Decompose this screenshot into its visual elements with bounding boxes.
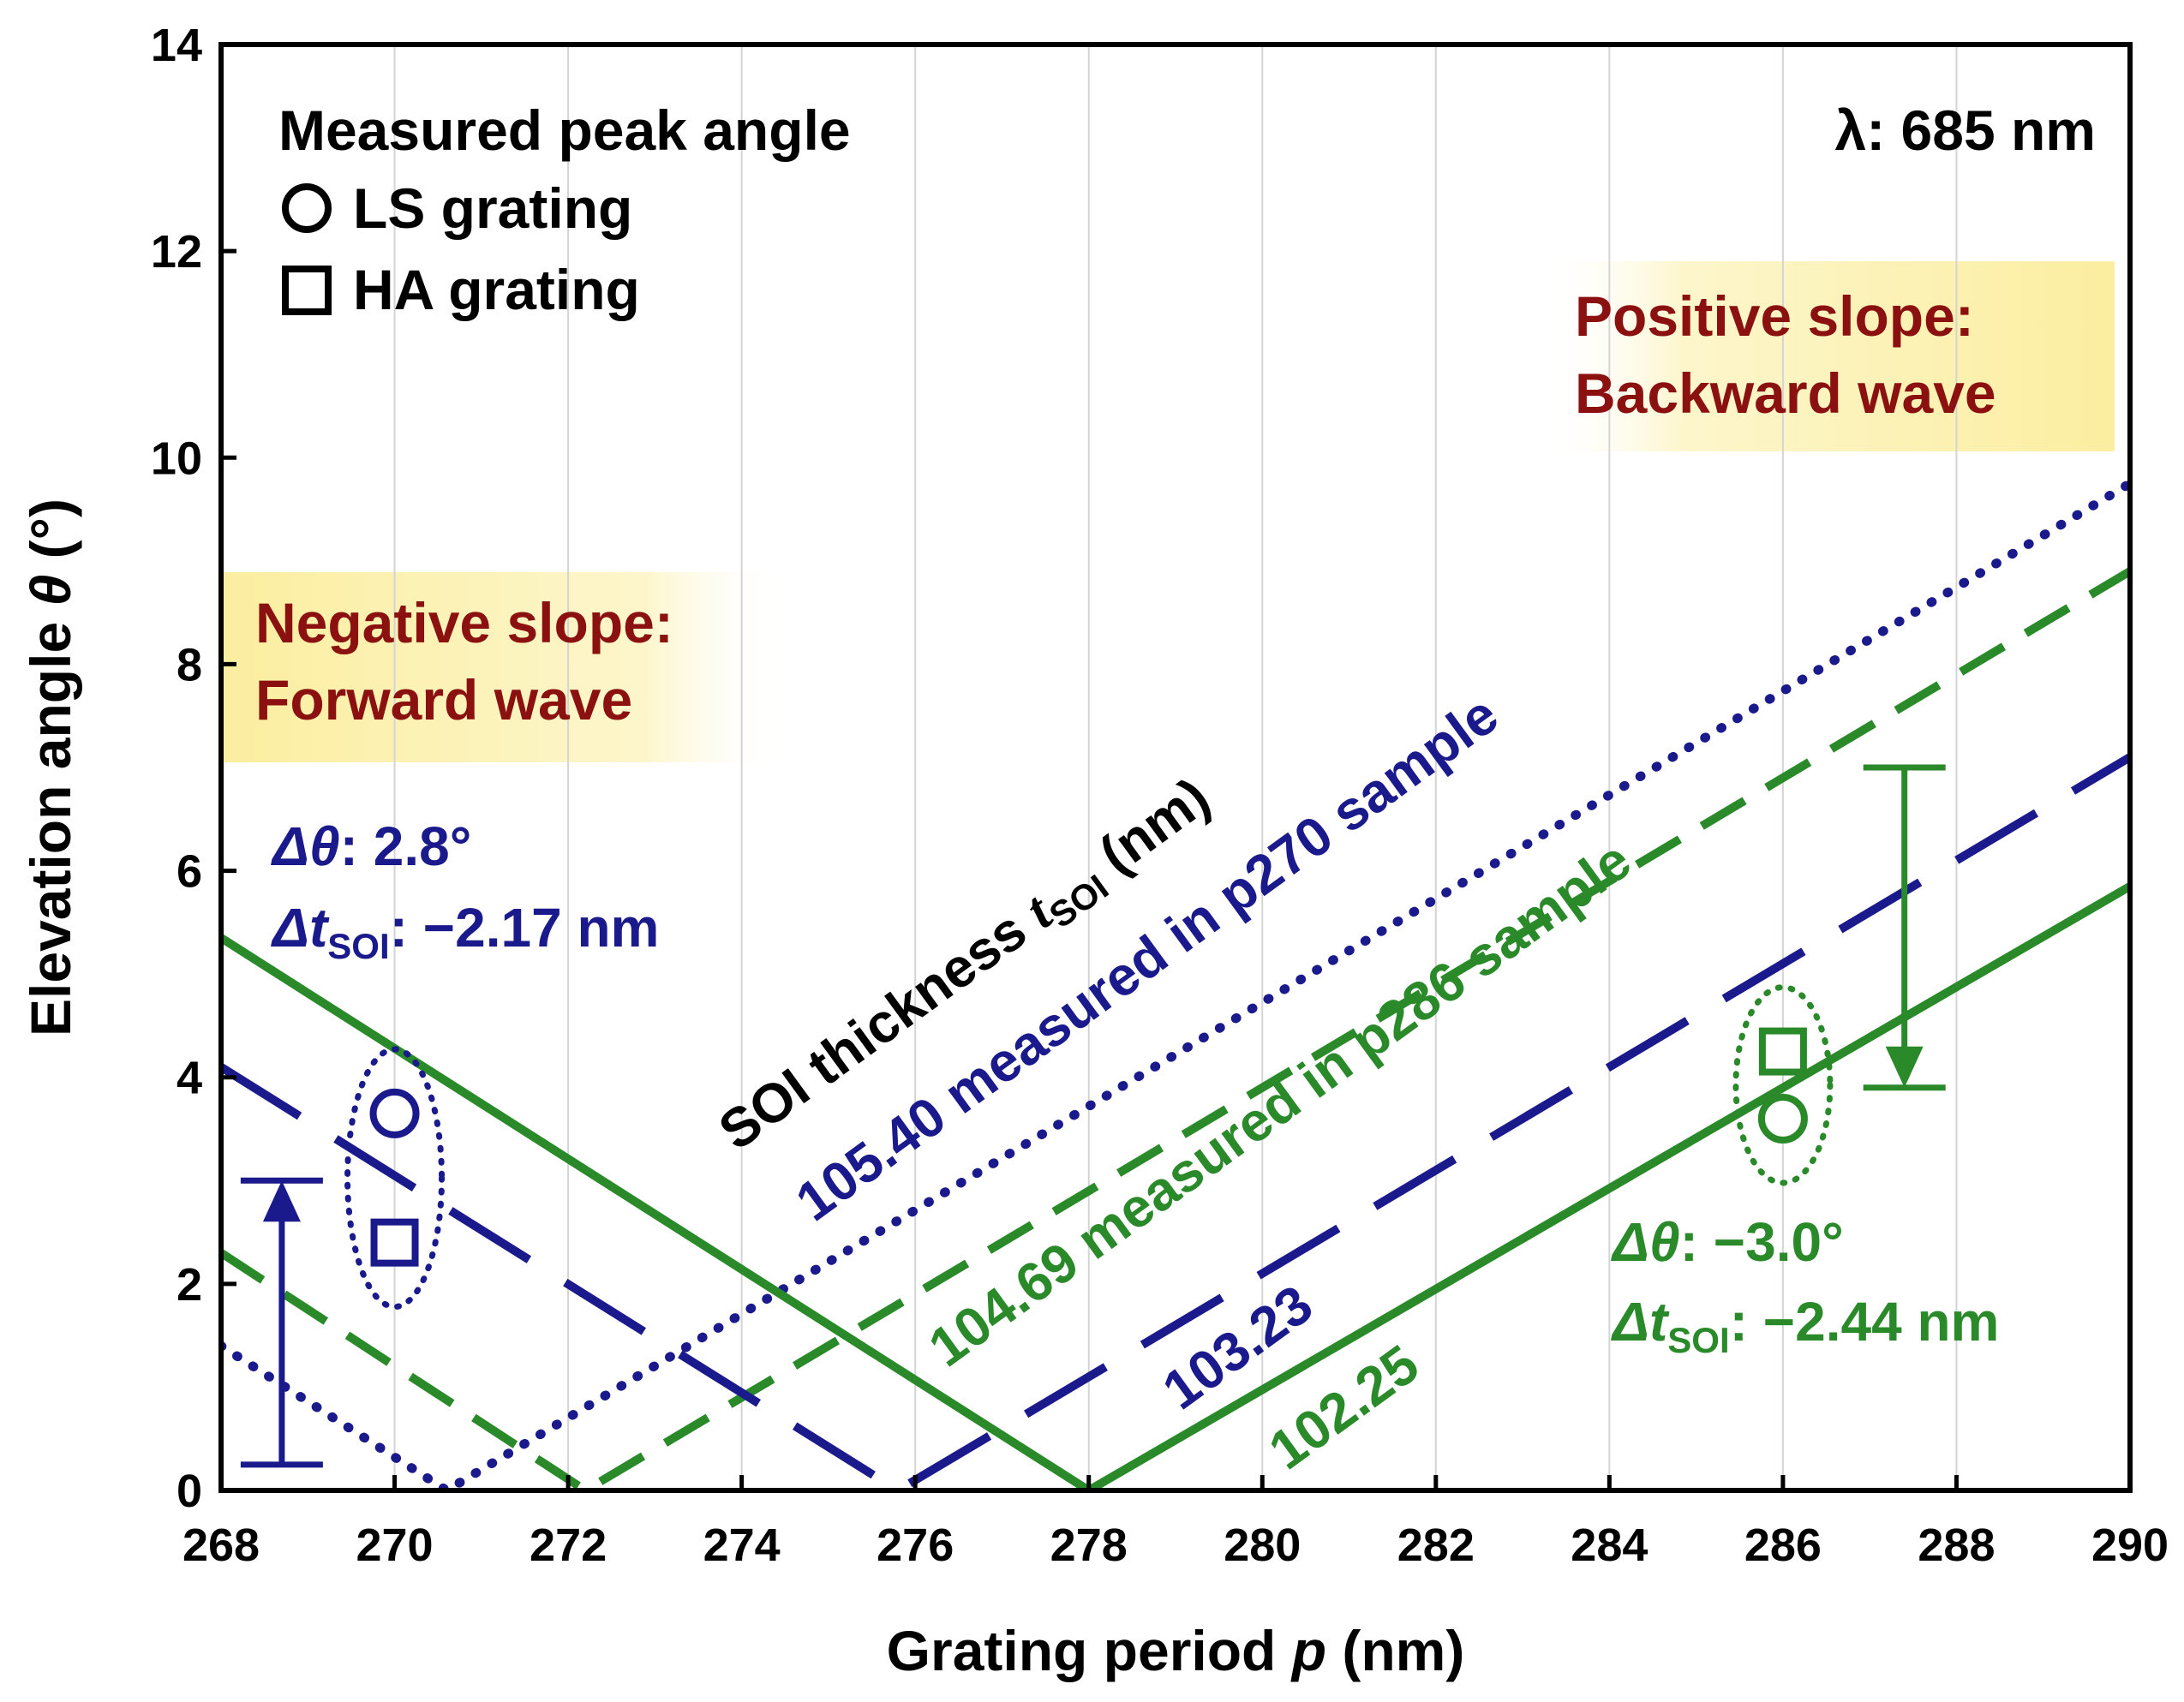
arrow-head-1 [1885, 1046, 1924, 1088]
x-tick-label-276: 276 [877, 1520, 954, 1571]
legend-title: Measured peak angle [278, 99, 851, 162]
legend-square-icon [282, 266, 332, 315]
y-tick-label-4: 4 [177, 1053, 202, 1104]
x-tick-label-282: 282 [1397, 1520, 1475, 1571]
x-tick-label-286: 286 [1744, 1520, 1822, 1571]
negative-slope-line1: Negative slope: [255, 591, 673, 654]
x-tick-label-278: 278 [1050, 1520, 1128, 1571]
x-tick-label-274: 274 [703, 1520, 781, 1571]
y-tick-label-6: 6 [177, 846, 202, 898]
negative-slope-line2: Forward wave [255, 668, 632, 732]
y-tick-label-10: 10 [151, 433, 202, 484]
label-103-23: 103.23 [1152, 1273, 1324, 1421]
label-105-40: 105.40 measured in p270 sample [785, 684, 1509, 1233]
x-tick-label-280: 280 [1224, 1520, 1301, 1571]
x-tick-label-272: 272 [530, 1520, 607, 1571]
y-axis-title: Elevation angle θ (°) [19, 499, 82, 1036]
positive-slope-line1: Positive slope: [1575, 284, 1974, 348]
wavelength-label: λ: 685 nm [1835, 99, 2096, 162]
delta-left-tsoi: ΔtSOI: −2.17 nm [271, 897, 659, 966]
arrow-head-0 [262, 1180, 301, 1222]
x-tick-label-268: 268 [182, 1520, 260, 1571]
y-tick-label-14: 14 [151, 20, 202, 71]
markers [344, 984, 1834, 1311]
marker-square-286 [1758, 1027, 1807, 1076]
x-tick-label-290: 290 [2091, 1520, 2169, 1571]
negative-slope-box [223, 572, 788, 762]
marker-ellipse-286 [1732, 984, 1834, 1186]
legend-ls-label: LS grating [353, 176, 632, 240]
marker-circle-286 [1757, 1093, 1808, 1144]
legend-ha-label: HA grating [353, 258, 640, 321]
positive-slope-box [1539, 261, 2115, 451]
delta-right-tsoi: ΔtSOI: −2.44 nm [1611, 1291, 1999, 1360]
delta-left-theta: Δθ: 2.8° [271, 815, 471, 877]
y-tick-label-12: 12 [151, 226, 202, 278]
plot-frame [218, 42, 2133, 1493]
delta-right-theta: Δθ: −3.0° [1611, 1211, 1844, 1273]
marker-square-270 [370, 1218, 419, 1267]
series-lines [221, 478, 2130, 1490]
marker-circle-270 [369, 1088, 420, 1138]
marker-ellipse-270 [344, 1046, 446, 1311]
positive-slope-line2: Backward wave [1575, 361, 1996, 425]
y-tick-label-0: 0 [177, 1466, 202, 1517]
legend-circle-icon [282, 183, 332, 233]
y-tick-label-2: 2 [177, 1259, 202, 1311]
axis-ticks: 268 270 272 274 276 278 280 282 284 286 288 290 0 2 4 6… [151, 20, 2169, 1571]
x-tick-label-284: 284 [1571, 1520, 1648, 1571]
x-tick-label-288: 288 [1918, 1520, 1995, 1571]
x-axis-title: Grating period p (nm) [887, 1619, 1465, 1682]
label-102-25: 102.25 [1258, 1333, 1430, 1481]
arrows [240, 764, 1946, 1468]
y-tick-label-8: 8 [177, 639, 202, 690]
series-line-102-25 [221, 882, 2130, 1490]
x-tick-label-270: 270 [356, 1520, 433, 1571]
